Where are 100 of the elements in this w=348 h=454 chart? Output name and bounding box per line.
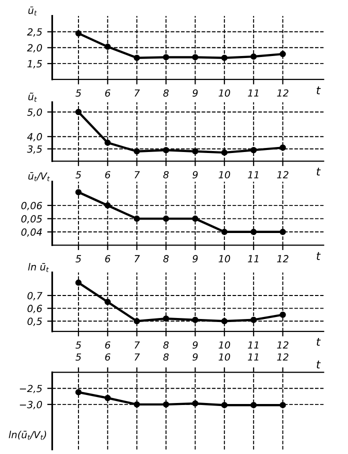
point [104,394,111,402]
point [75,389,82,396]
point [192,54,198,60]
point [250,146,257,154]
point [75,30,82,36]
x-tick-label: 8 [163,89,169,97]
point [75,108,82,116]
point [134,318,140,324]
x-tick-label: 6 [105,89,110,97]
point [134,148,140,154]
x-tick-label: 7 [134,353,140,361]
x-tick-label: 10 [218,255,230,262]
x-tick-label: 12 [277,171,288,178]
x-axis-title: t [316,252,321,260]
y-tick-label: 5,0 [27,108,42,117]
x-tick-label: 5 [76,255,82,262]
x-tick-label: 10 [218,353,230,361]
x-tick-label: 5 [76,171,82,178]
x-tick-label: 7 [134,341,140,349]
x-tick-label: 10 [218,171,230,178]
point [192,148,198,154]
point [104,202,111,209]
x-tick-label: 11 [248,171,258,178]
point [221,228,228,236]
point [221,318,228,324]
x-tick-label: 8 [163,171,169,178]
x-tick-label: 5 [76,89,82,97]
point [104,298,111,306]
point [192,316,198,323]
x-tick-label: 9 [192,341,198,349]
x-tick-label: 11 [248,255,258,262]
point [104,140,111,146]
x-tick-label: 7 [134,171,140,178]
y-tick-label: 2,0 [27,44,42,52]
x-tick-label: 10 [218,89,230,97]
x-tick-label: 6 [105,353,110,361]
y-tick-label: 0,6 [28,304,42,314]
x-tick-label: 12 [277,353,288,361]
y-axis-title: ln ū$_{t}$ [28,262,49,272]
x-tick-label: 12 [277,89,288,97]
y-tick-label: 0,7 [28,292,42,300]
point [280,402,286,408]
x-tick-label: 9 [192,171,198,178]
x-tick-label: 5 [76,353,82,361]
point [75,189,82,196]
x-tick-label: 9 [192,353,198,361]
point [104,44,111,50]
x-tick-label: 8 [163,353,169,361]
y-axis-title: ū$_{t}$/V$_{t}$ [28,172,50,182]
x-tick-label: 5 [76,341,82,349]
point [280,228,286,236]
y-tick-label: 0,06 [21,202,42,210]
y-tick-label: 2,5 [27,28,42,37]
point [250,228,257,236]
x-tick-label: 8 [163,255,169,262]
y-tick-label: 0,04 [21,228,42,237]
point [192,400,198,407]
point [162,315,170,322]
x-tick-label: 11 [248,353,258,361]
point [134,54,140,61]
x-tick-label: 6 [105,171,110,178]
x-tick-label: 12 [277,255,288,262]
y-tick-label: −2,5 [20,384,42,394]
x-tick-label: 11 [248,341,258,349]
point [280,312,286,318]
point [162,146,170,154]
y-tick-label: 4,0 [27,133,42,142]
x2-axis-title: t [316,360,321,368]
x-tick-label: 11 [248,89,258,97]
x-tick-label: 8 [163,341,169,349]
x-tick-label: 6 [105,255,110,262]
point [221,402,228,408]
point [192,216,198,222]
y-tick-label: 1,5 [27,60,42,68]
y-axis-title: ũ$_{t}$ [28,92,37,102]
point [250,316,257,323]
x-axis-title: t [316,338,321,346]
x-tick-label: 9 [192,255,198,262]
point [280,50,286,58]
point [162,216,170,222]
x-tick-label: 6 [105,341,110,349]
point [134,401,140,408]
x-tick-label: 9 [192,89,198,97]
y-tick-label: 3,5 [27,145,42,154]
point [162,401,170,408]
y-tick-label: 0,5 [28,318,42,326]
x-tick-label: 10 [218,341,230,349]
point [221,149,228,156]
point [75,280,82,286]
point [250,402,257,408]
point [134,216,140,222]
y-tick-label: 0,05 [21,215,42,224]
point [250,53,257,60]
point [162,54,170,60]
x-tick-label: 7 [134,89,140,97]
x-axis-title: t [316,168,321,176]
x-axis-title: t [316,86,321,94]
point [280,144,286,151]
y-axis-title: ū$_{t}$ [28,6,37,16]
y-tick-label: −3,0 [20,400,42,410]
